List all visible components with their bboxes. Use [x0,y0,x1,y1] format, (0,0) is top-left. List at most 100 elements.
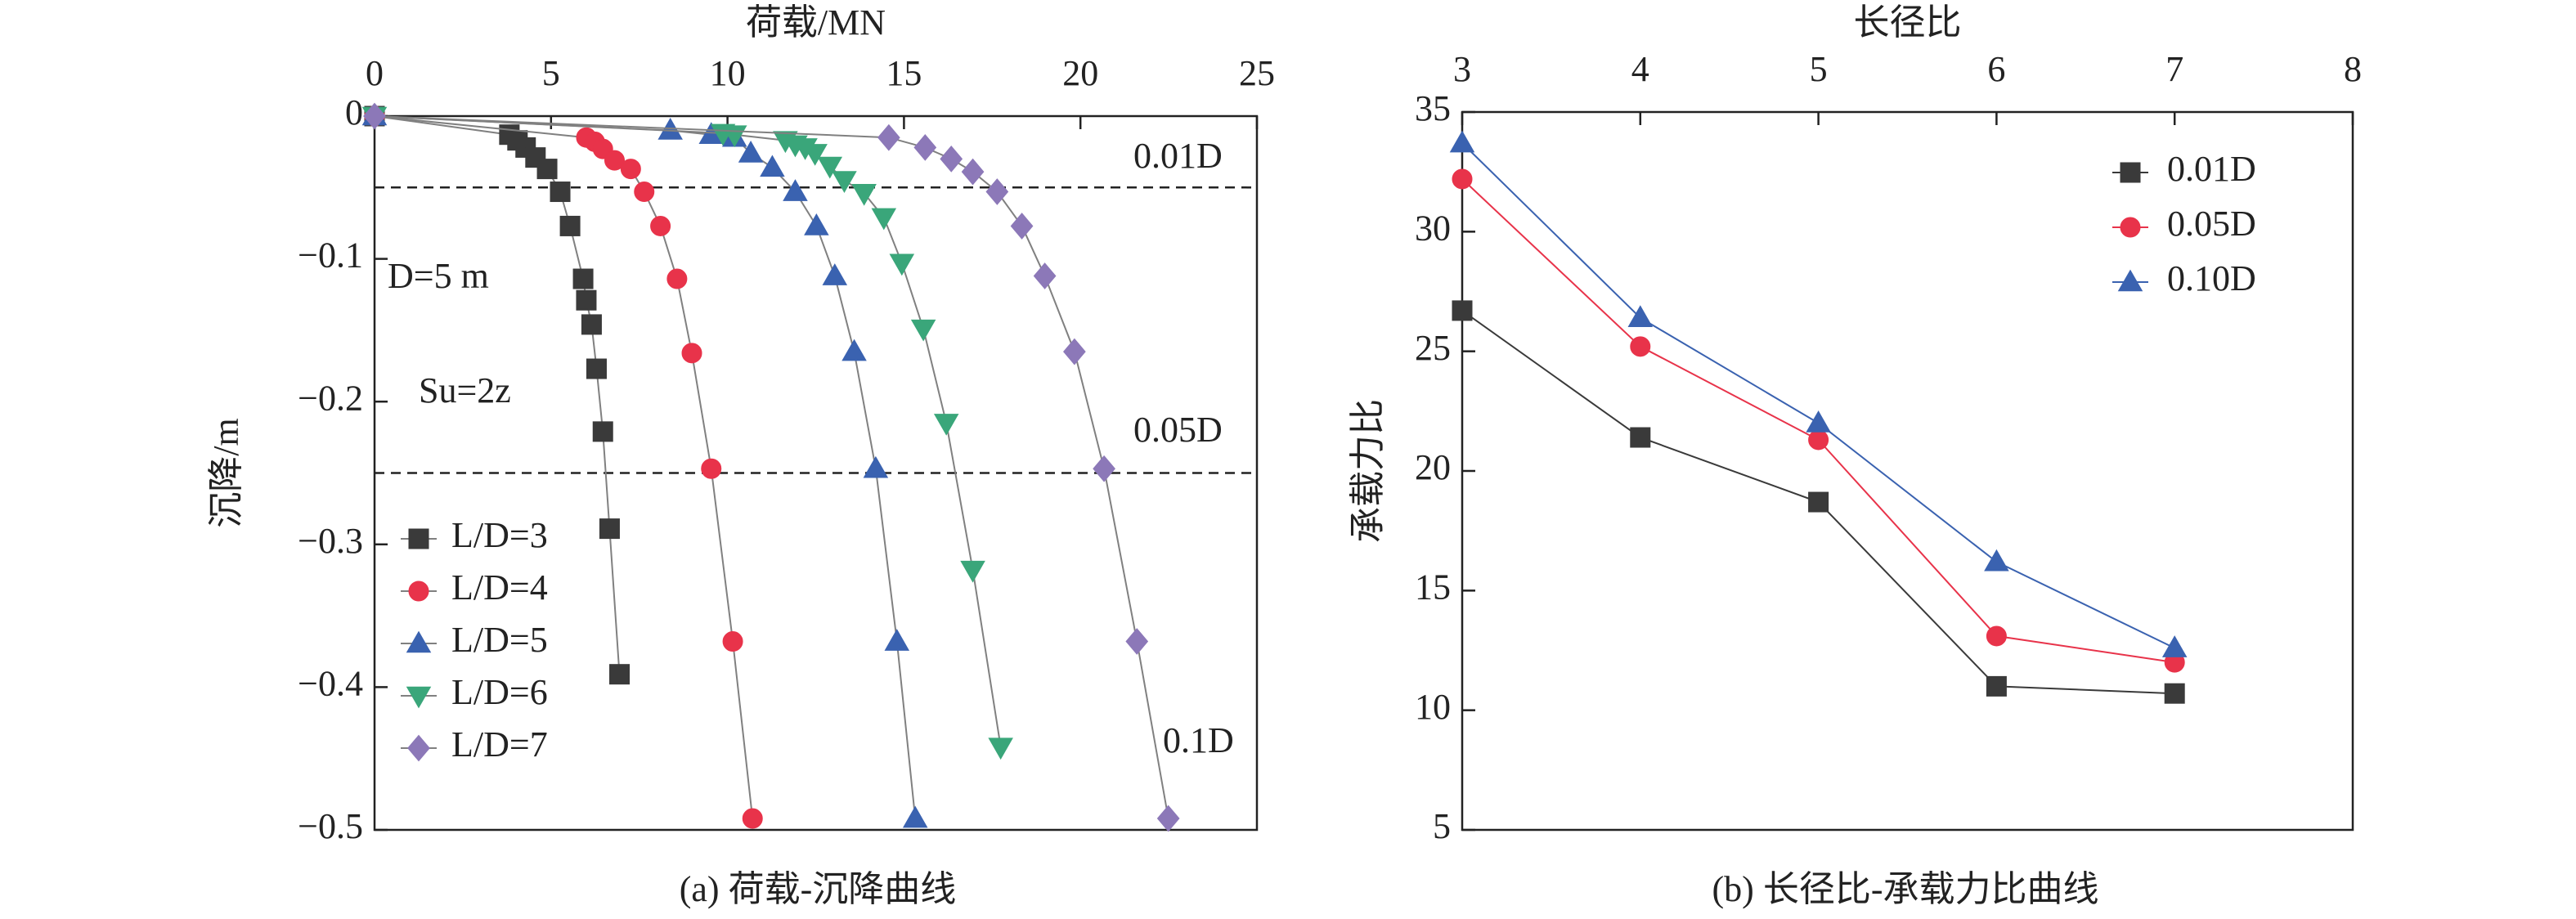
marker [681,343,702,364]
marker [1063,338,1086,365]
x-tick-label: 10 [710,53,746,93]
marker [1627,305,1654,327]
marker [1806,410,1831,433]
marker [406,686,432,709]
x-tick-label: 5 [1810,49,1828,89]
marker [650,215,671,236]
marker [609,664,631,685]
series-line [374,115,1169,819]
y-tick-label: 15 [1415,567,1451,607]
x-tick-label: 5 [542,53,560,93]
marker [634,182,655,203]
y-tick-label: 20 [1415,447,1451,487]
marker [1093,455,1115,482]
marker [559,215,581,236]
y-tick-label: 5 [1433,806,1451,846]
marker [572,268,594,289]
y-axis-title: 承载力比 [1348,399,1388,543]
y-tick-label: −0.1 [298,235,363,276]
marker [581,314,602,335]
x-tick-label: 4 [1631,49,1649,89]
marker [2164,683,2185,704]
marker [817,156,843,179]
annotation: 0.05D [1133,410,1223,450]
x-tick-label: 0 [366,53,384,93]
x-tick-label: 3 [1453,49,1471,89]
marker [1125,628,1149,655]
legend-label: 0.10D [2167,258,2256,298]
marker [760,155,785,177]
marker [408,581,429,602]
marker [604,150,625,171]
marker [722,631,743,652]
y-tick-label: 35 [1415,88,1451,128]
x-axis-title: 荷载/MN [746,2,886,43]
annotation: 0.01D [1133,136,1223,176]
marker [1156,805,1180,832]
marker [1449,130,1475,153]
legend-label: L/D=4 [451,567,548,607]
x-tick-label: 25 [1239,53,1275,93]
marker [2120,162,2141,183]
marker [1033,262,1057,289]
marker [406,630,432,653]
y-axis-title: 沉降/m [206,418,246,527]
marker [701,458,722,479]
marker [586,358,607,379]
y-tick-label: 0 [345,92,363,132]
marker [960,560,985,583]
annotation: D=5 m [388,256,489,296]
marker [1630,427,1651,448]
caption: (b) 长径比-承载力比曲线 [1712,869,2099,909]
x-tick-label: 8 [2344,49,2362,89]
marker [933,414,959,436]
marker [1986,625,2007,647]
y-tick-label: 30 [1415,208,1451,248]
y-tick-label: −0.4 [298,663,363,703]
y-tick-label: −0.5 [298,806,363,846]
marker [363,102,386,130]
marker [666,268,688,289]
marker [863,455,889,478]
legend-label: 0.05D [2167,204,2256,244]
marker [407,734,430,762]
marker [576,289,597,311]
marker [783,179,808,201]
y-tick-label: 25 [1415,328,1451,368]
marker [802,144,828,166]
marker [1984,549,2009,572]
legend-label: L/D=6 [451,672,548,712]
marker [599,518,620,540]
marker [851,183,877,206]
marker [902,805,928,828]
x-tick-label: 7 [2165,49,2183,89]
marker [832,171,857,193]
marker [841,338,867,361]
marker [804,213,829,235]
x-tick-label: 20 [1062,53,1098,93]
x-tick-label: 15 [886,53,922,93]
marker [2161,635,2188,657]
marker [2120,217,2141,238]
marker [738,140,764,163]
marker [592,421,613,442]
marker [1808,491,1829,513]
marker [1452,300,1473,321]
marker [1808,429,1829,451]
marker [988,737,1013,760]
marker [1630,336,1651,357]
marker [913,134,937,161]
marker [408,528,429,549]
marker [877,123,900,151]
series-line [1461,142,2175,649]
marker [985,178,1009,205]
y-tick-label: −0.2 [298,378,363,418]
marker [910,319,936,342]
x-axis-title: 长径比 [1854,2,1962,43]
marker [550,182,571,203]
x-tick-label: 6 [1987,49,2005,89]
marker [536,159,558,180]
annotation: Su=2z [419,370,511,410]
marker [1986,675,2007,697]
